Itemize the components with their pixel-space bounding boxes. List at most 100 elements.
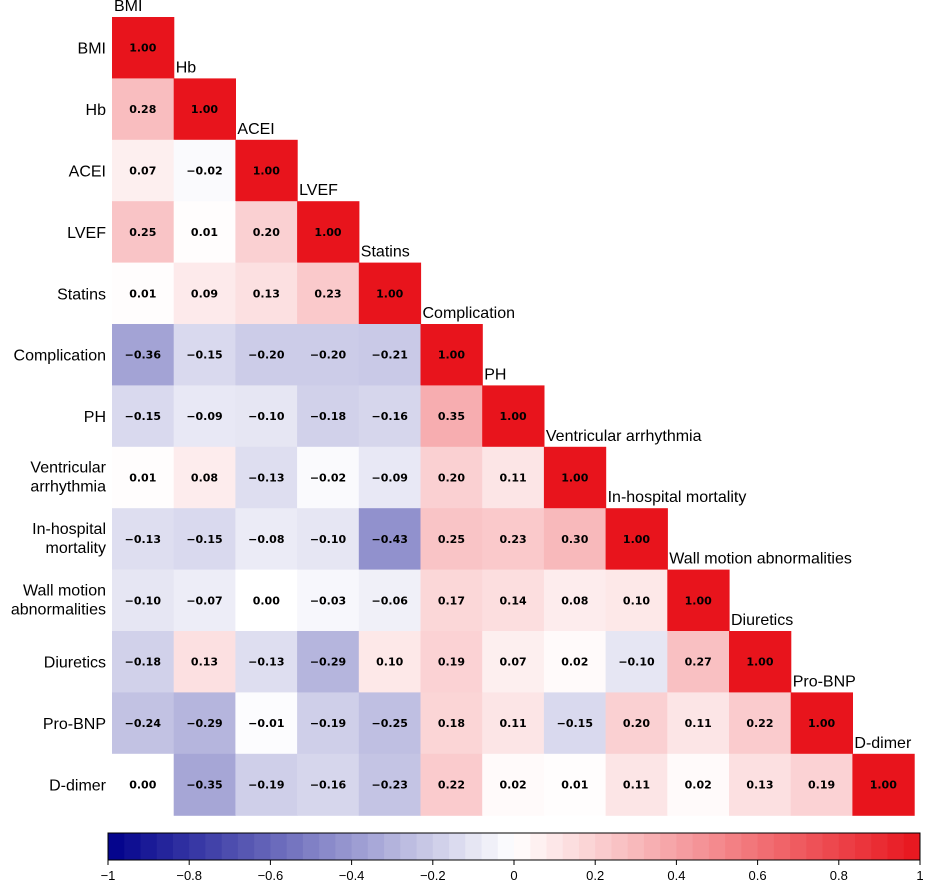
heatmap-cell	[112, 201, 175, 264]
cell-value-label: −0.25	[372, 717, 408, 730]
cell-value-label: −0.09	[186, 410, 222, 423]
cell-value-label: 0.18	[438, 717, 465, 730]
cell-value-label: 0.20	[253, 226, 280, 239]
colorbar-segment	[660, 833, 677, 860]
cell-value-label: −0.20	[248, 349, 285, 362]
colorbar-segment	[627, 833, 645, 860]
cell-value-label: 0.02	[500, 779, 527, 792]
cell-value-label: −0.07	[186, 594, 222, 607]
cell-value-label: −0.06	[372, 594, 409, 607]
heatmap-cell	[235, 753, 298, 816]
heatmap-cell	[297, 569, 360, 632]
heatmap-cell	[358, 569, 422, 632]
heatmap-cell	[667, 569, 730, 632]
cell-value-label: −0.10	[618, 656, 655, 669]
cell-value-label: −0.36	[125, 349, 162, 362]
cell-value-label: −0.20	[310, 349, 347, 362]
heatmap-cell	[667, 631, 730, 693]
cell-value-label: 0.22	[438, 779, 465, 792]
heatmap-cell	[297, 201, 360, 264]
cell-value-label: −0.18	[310, 410, 346, 423]
colorbar-segment	[351, 833, 369, 860]
cell-value-label: −0.10	[310, 533, 347, 546]
cell-value-label: −0.08	[248, 533, 284, 546]
heatmap-cell	[173, 446, 236, 509]
colorbar-tick-label: 0	[510, 868, 517, 883]
colorbar-segment	[221, 833, 239, 860]
heatmap-cell	[235, 692, 298, 755]
heatmap-cell	[297, 324, 360, 386]
cell-value-label: 1.00	[129, 42, 156, 55]
cell-value-label: −0.16	[372, 410, 409, 423]
heatmap-cell	[482, 631, 545, 693]
colorbar-segment	[108, 833, 125, 860]
heatmap-cell	[112, 324, 175, 386]
heatmap-cell	[297, 262, 360, 325]
heatmap-cell	[112, 446, 175, 509]
heatmap-cell	[173, 324, 236, 386]
colorbar-segment	[855, 833, 872, 860]
colorbar-tick-label: −1	[101, 868, 116, 883]
heatmap-cell	[112, 569, 175, 632]
heatmap-cell	[235, 139, 298, 202]
cell-value-label: −0.15	[186, 533, 222, 546]
heatmap-cell	[358, 692, 422, 755]
cell-value-label: 0.11	[685, 717, 712, 730]
cell-value-label: 0.27	[685, 656, 712, 669]
heatmap-cell	[235, 262, 298, 325]
cell-value-label: −0.24	[125, 717, 162, 730]
cell-value-label: 0.14	[500, 594, 527, 607]
cell-value-label: 0.00	[129, 779, 156, 792]
heatmap-cell	[173, 692, 236, 755]
colorbar-segment	[546, 833, 564, 860]
cell-value-label: 0.07	[500, 656, 527, 669]
heatmap-cell	[420, 508, 483, 571]
colorbar-tick-label: −0.8	[176, 868, 202, 883]
colorbar-tick-label: −0.2	[420, 868, 446, 883]
heatmap-cell	[112, 508, 175, 571]
cell-value-label: 0.13	[746, 779, 773, 792]
heatmap-cell	[605, 631, 668, 693]
cell-value-label: −0.23	[372, 779, 408, 792]
cell-value-label: −0.19	[248, 779, 284, 792]
heatmap-cell	[667, 692, 730, 755]
colorbar-segment	[757, 833, 775, 860]
heatmap-cell	[297, 385, 360, 448]
heatmap-cell	[235, 446, 298, 509]
colorbar-segment	[692, 833, 710, 860]
colorbar-segment	[384, 833, 401, 860]
heatmap-cell	[112, 692, 175, 755]
cell-value-label: 0.13	[191, 656, 218, 669]
cell-value-label: 0.01	[129, 472, 156, 485]
cell-value-label: −0.13	[248, 472, 284, 485]
cell-value-label: 0.30	[561, 533, 588, 546]
heatmap-cell	[420, 446, 483, 509]
row-label: D-dimer	[49, 778, 107, 795]
cell-value-label: 0.19	[438, 656, 465, 669]
heatmap-cell	[543, 692, 607, 755]
cell-value-label: −0.13	[248, 656, 284, 669]
column-label: BMI	[114, 0, 142, 15]
colorbar-segment	[237, 833, 255, 860]
heatmap-cell	[667, 753, 730, 816]
colorbar-segment	[806, 833, 824, 860]
row-label: Complication	[14, 348, 106, 365]
colorbar-segment	[708, 833, 726, 860]
cell-value-label: 1.00	[253, 165, 280, 178]
colorbar-tick-label: −0.6	[258, 868, 284, 883]
heatmap-cell	[173, 569, 236, 632]
heatmap-cell	[173, 508, 236, 571]
cell-value-label: 0.02	[561, 656, 588, 669]
column-labels: BMI Hb ACEI LVEF Statins Complication PH Ventri…	[114, 0, 912, 752]
heatmap-cell	[420, 631, 483, 693]
cell-value-label: −0.21	[372, 349, 408, 362]
heatmap-cell	[420, 753, 483, 816]
column-label: D-dimer	[854, 735, 912, 752]
column-label: Wall motion abnormalities	[669, 551, 852, 568]
row-label: Ventricular arrhythmia	[30, 460, 106, 496]
cell-value-label: 0.08	[191, 472, 218, 485]
cell-value-label: 0.01	[561, 779, 588, 792]
column-label: Statins	[361, 244, 410, 261]
cell-value-label: 1.00	[623, 533, 650, 546]
colorbar-segment	[367, 833, 385, 860]
